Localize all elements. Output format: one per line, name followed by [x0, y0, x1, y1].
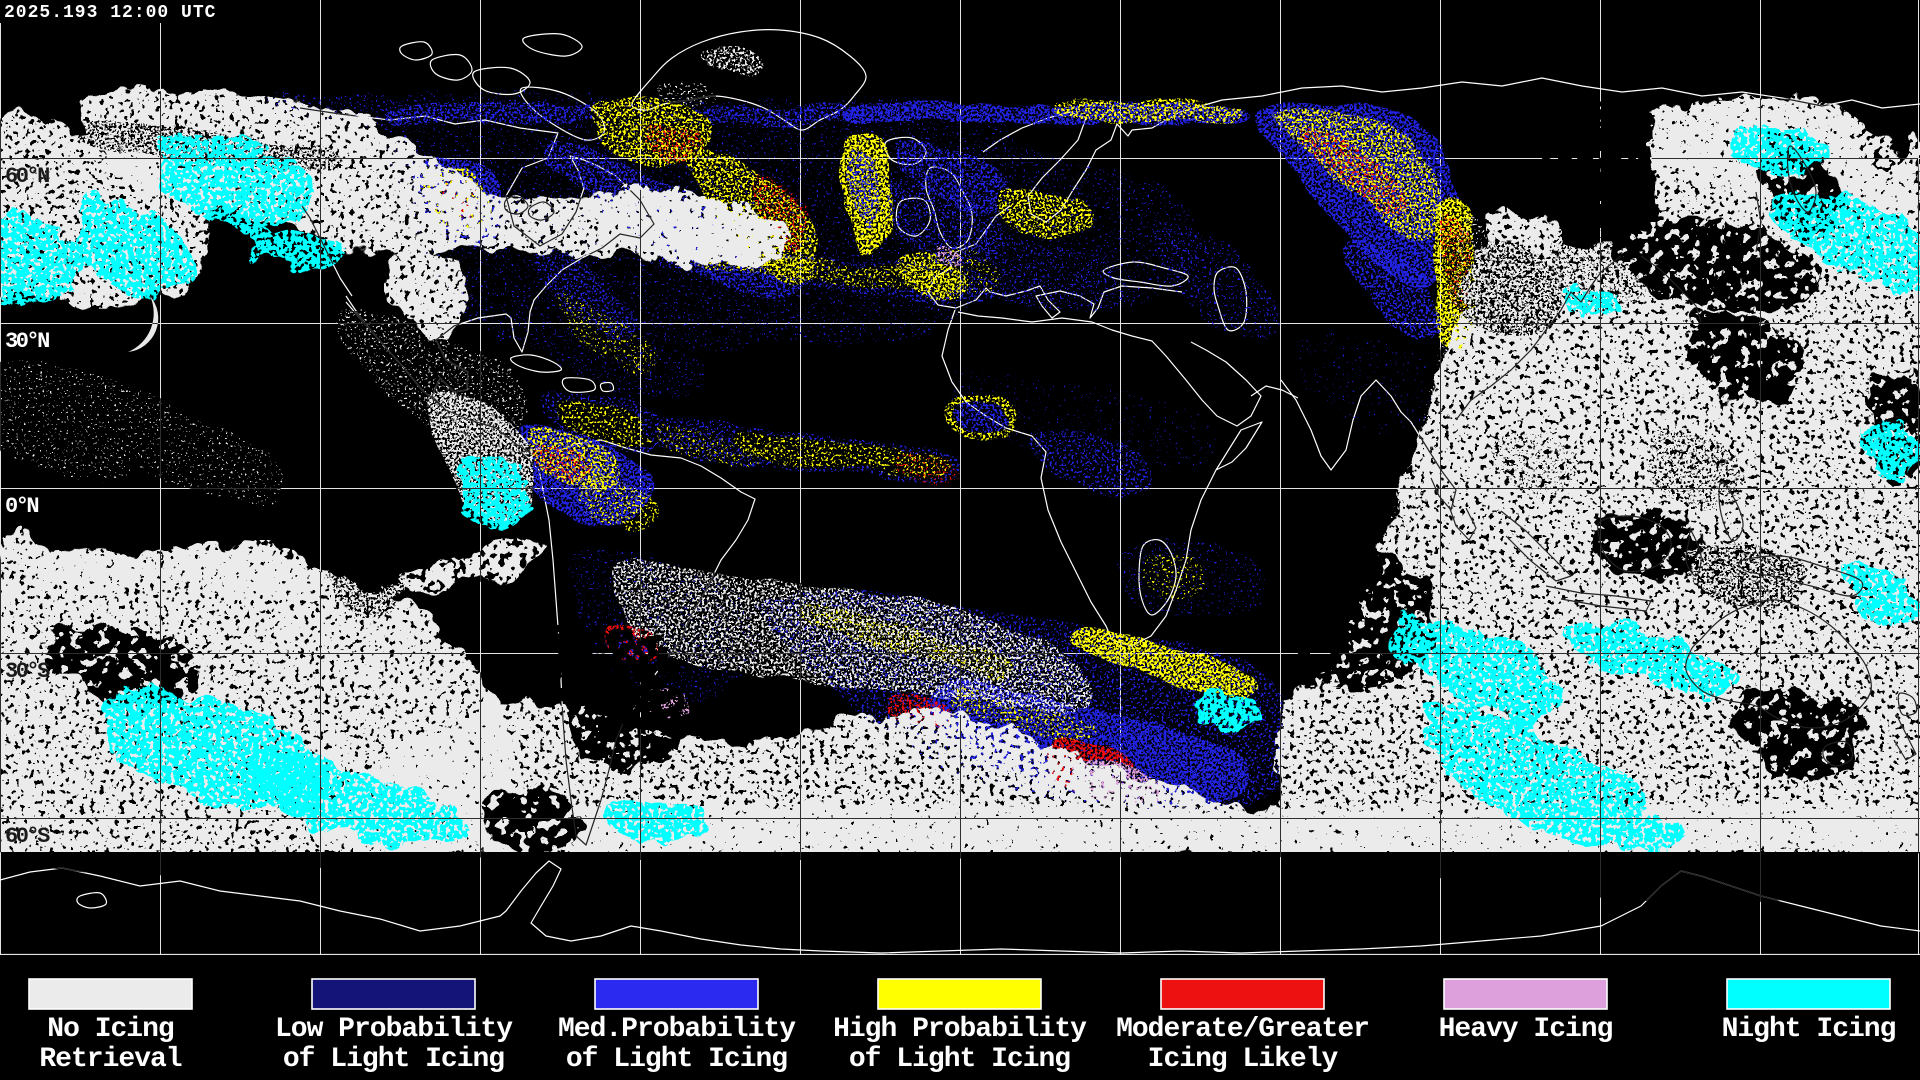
svg-text:Moderate/Greater: Moderate/Greater — [1116, 1014, 1369, 1045]
svg-text:Med.Probability: Med.Probability — [558, 1014, 796, 1045]
svg-text:60°N: 60°N — [5, 164, 49, 189]
svg-text:Icing Likely: Icing Likely — [1148, 1044, 1339, 1075]
svg-text:60°S: 60°S — [5, 824, 50, 849]
svg-text:Heavy Icing: Heavy Icing — [1439, 1014, 1613, 1045]
svg-text:30°N: 30°N — [5, 329, 49, 354]
svg-text:of Light Icing: of Light Icing — [283, 1044, 504, 1075]
svg-text:30°S: 30°S — [5, 659, 50, 684]
svg-text:High Probability: High Probability — [833, 1014, 1087, 1045]
svg-text:Night Icing: Night Icing — [1722, 1014, 1896, 1045]
svg-text:2025.193 12:00 UTC: 2025.193 12:00 UTC — [4, 3, 216, 23]
svg-text:Retrieval: Retrieval — [39, 1044, 181, 1075]
svg-text:of Light Icing: of Light Icing — [566, 1044, 787, 1075]
svg-text:No Icing: No Icing — [47, 1014, 174, 1045]
svg-text:of Light Icing: of Light Icing — [849, 1044, 1070, 1075]
svg-text:Low Probability: Low Probability — [275, 1014, 513, 1045]
svg-text:0°N: 0°N — [5, 494, 38, 519]
